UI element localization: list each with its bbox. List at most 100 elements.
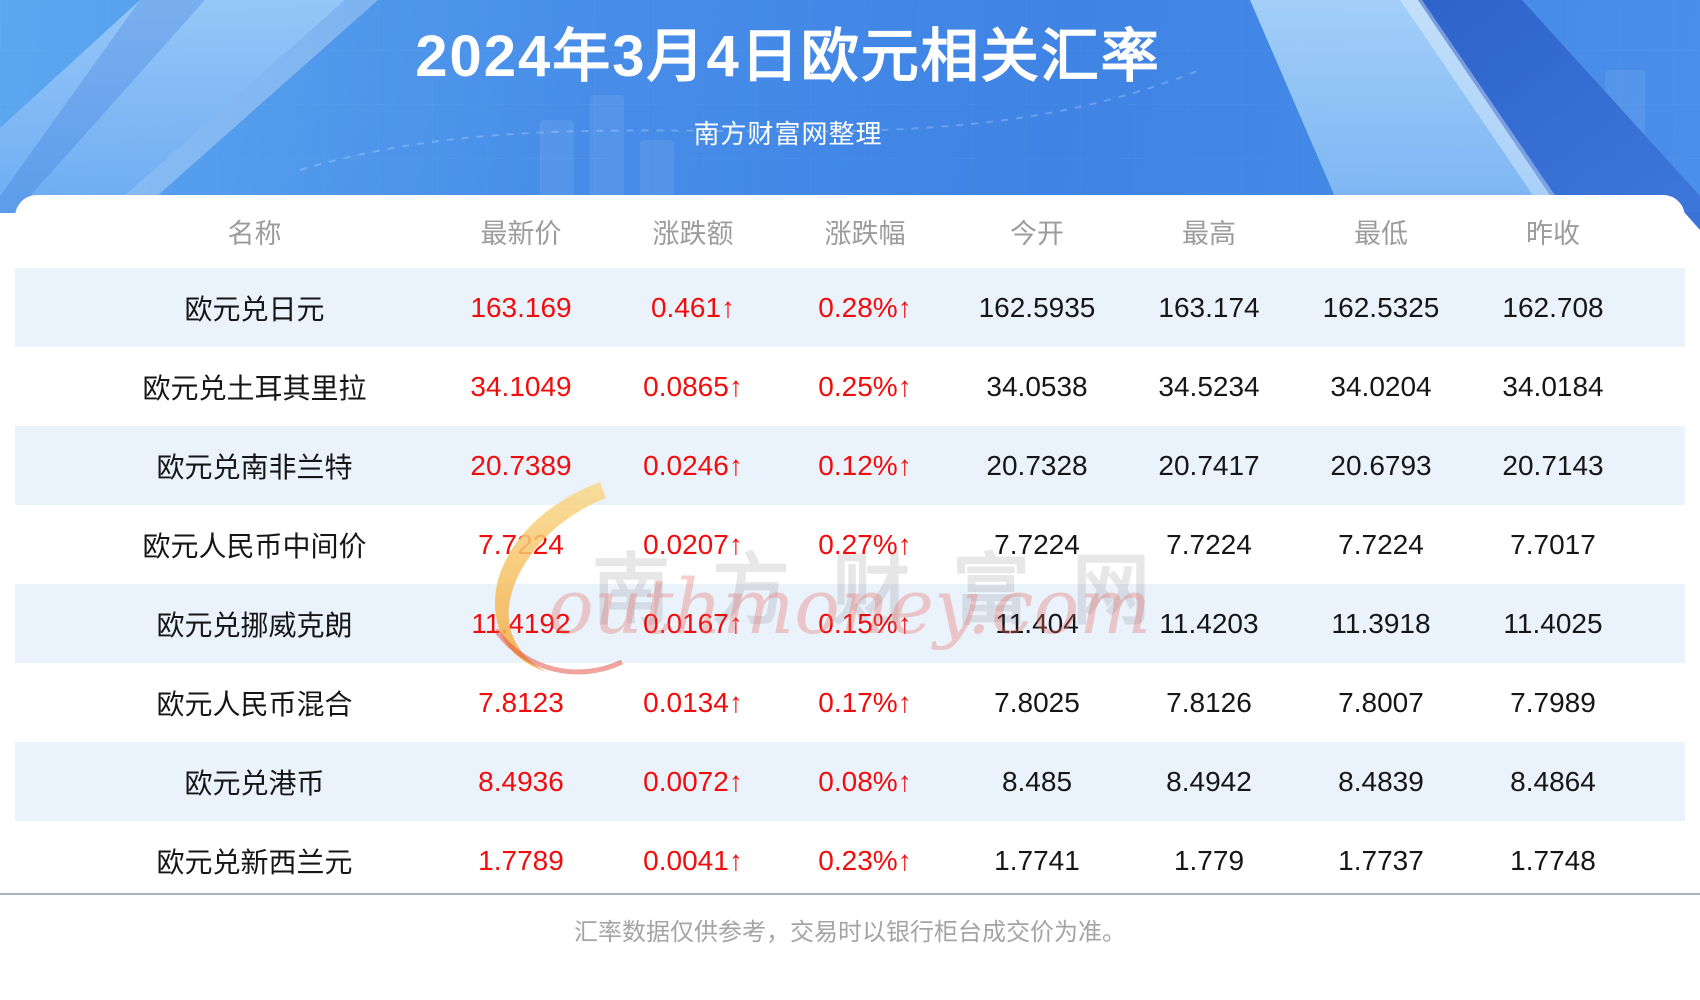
hero-decor-shapes [0, 0, 1700, 213]
cell-latest: 11.4192 [471, 607, 571, 639]
table-row: 欧元兑日元 163.169 0.461↑ 0.28%↑ 162.5935 163.174 1… [15, 268, 1685, 347]
column-header-open: 今开 [1010, 219, 1064, 249]
cell-name: 欧元人民币混合 [156, 688, 353, 720]
cell-open: 7.8025 [994, 686, 1080, 718]
cell-name: 欧元兑南非兰特 [156, 451, 353, 483]
cell-latest: 7.8123 [478, 686, 564, 718]
table-row: 欧元人民币中间价 7.7224 0.0207↑ 0.27%↑ 7.7224 7.7224 7… [15, 505, 1685, 584]
page-subtitle: 南方财富网整理 [693, 119, 883, 149]
spacer-cell [1639, 584, 1685, 663]
cell-change: 0.0246↑ [643, 449, 743, 481]
spacer-cell [1639, 347, 1685, 426]
spacer-cell [1639, 742, 1685, 821]
cell-change-pct: 0.28%↑ [818, 291, 912, 323]
column-header-change: 涨跌额 [652, 219, 734, 249]
hero-banner: 2024年3月4日欧元相关汇率 南方财富网整理 [0, 0, 1700, 213]
table-row: 欧元兑新西兰元 1.7789 0.0041↑ 0.23%↑ 1.7741 1.779 1.7… [15, 821, 1685, 900]
cell-high: 8.4942 [1166, 765, 1252, 797]
page-title: 2024年3月4日欧元相关汇率 [415, 24, 1161, 89]
cell-change: 0.0865↑ [643, 370, 743, 402]
spacer-column [1639, 195, 1685, 268]
faint-trendline-icon [299, 69, 1201, 171]
cell-name: 欧元兑土耳其里拉 [142, 372, 367, 404]
spacer-cell [1639, 663, 1685, 742]
column-header-high: 最高 [1182, 219, 1236, 249]
cell-prev-close: 11.4025 [1503, 607, 1603, 639]
cell-change: 0.0041↑ [643, 844, 743, 876]
cell-change-pct: 0.15%↑ [818, 607, 912, 639]
cell-low: 20.6793 [1330, 449, 1432, 481]
cell-name: 欧元人民币中间价 [142, 530, 367, 562]
cell-low: 34.0204 [1330, 370, 1432, 402]
cell-open: 7.7224 [994, 528, 1080, 560]
column-header-latest: 最新价 [480, 219, 562, 249]
cell-latest: 8.4936 [478, 765, 564, 797]
cell-low: 1.7737 [1338, 844, 1424, 876]
column-header-change-pct: 涨跌幅 [824, 219, 906, 249]
cell-open: 11.404 [995, 607, 1079, 639]
cell-name: 欧元兑日元 [184, 293, 325, 325]
cell-latest: 163.169 [470, 291, 572, 323]
cell-latest: 7.7224 [478, 528, 564, 560]
cell-latest: 20.7389 [470, 449, 572, 481]
spacer-cell [1639, 821, 1685, 900]
cell-open: 34.0538 [986, 370, 1088, 402]
cell-change: 0.0167↑ [643, 607, 743, 639]
column-header-name: 名称 [227, 219, 282, 249]
table-row: 欧元兑土耳其里拉 34.1049 0.0865↑ 0.25%↑ 34.0538 34.52… [15, 347, 1685, 426]
table-header-row: 名称 最新价 涨跌额 涨跌幅 今开 最高 最低 昨收 [15, 195, 1685, 268]
cell-high: 34.5234 [1158, 370, 1260, 402]
cell-name: 欧元兑港币 [184, 767, 325, 799]
table-body: 欧元兑日元 163.169 0.461↑ 0.28%↑ 162.5935 163.174 1… [15, 268, 1685, 900]
table-row: 欧元兑港币 8.4936 0.0072↑ 0.08%↑ 8.485 8.4942 8.483… [15, 742, 1685, 821]
cell-high: 11.4203 [1159, 607, 1259, 639]
cell-low: 11.3918 [1331, 607, 1431, 639]
cell-name: 欧元兑新西兰元 [156, 846, 353, 878]
rate-table-card: 名称 最新价 涨跌额 涨跌幅 今开 最高 最低 昨收 欧元兑日元 163.169 0.461↑ 0.… [15, 195, 1685, 1000]
footer-disclaimer: 汇率数据仅供参考，交易时以银行柜台成交价为准。 [574, 919, 1126, 946]
cell-open: 162.5935 [978, 291, 1096, 323]
cell-latest: 34.1049 [470, 370, 572, 402]
table-row: 欧元兑挪威克朗 11.4192 0.0167↑ 0.15%↑ 11.404 11.4203… [15, 584, 1685, 663]
cell-change-pct: 0.25%↑ [818, 370, 912, 402]
cell-change: 0.461↑ [650, 291, 736, 323]
cell-name: 欧元兑挪威克朗 [156, 609, 353, 641]
cell-low: 7.8007 [1338, 686, 1424, 718]
cell-change-pct: 0.27%↑ [818, 528, 912, 560]
footer-divider [0, 893, 1700, 895]
cell-open: 1.7741 [994, 844, 1080, 876]
cell-prev-close: 7.7017 [1510, 528, 1596, 560]
cell-change-pct: 0.12%↑ [818, 449, 912, 481]
cell-prev-close: 34.0184 [1502, 370, 1604, 402]
cell-change-pct: 0.23%↑ [818, 844, 912, 876]
cell-prev-close: 8.4864 [1510, 765, 1596, 797]
cell-high: 7.8126 [1166, 686, 1252, 718]
table-row: 欧元兑南非兰特 20.7389 0.0246↑ 0.12%↑ 20.7328 20.741… [15, 426, 1685, 505]
exchange-rate-table: 名称 最新价 涨跌额 涨跌幅 今开 最高 最低 昨收 欧元兑日元 163.169 0.461↑ 0.… [15, 195, 1685, 900]
cell-prev-close: 7.7989 [1510, 686, 1596, 718]
spacer-cell [1639, 426, 1685, 505]
cell-prev-close: 1.7748 [1510, 844, 1596, 876]
column-header-prev-close: 昨收 [1526, 219, 1580, 249]
cell-open: 20.7328 [986, 449, 1088, 481]
table-row: 欧元人民币混合 7.8123 0.0134↑ 0.17%↑ 7.8025 7.8126 7.… [15, 663, 1685, 742]
cell-change: 0.0072↑ [643, 765, 743, 797]
cell-high: 1.779 [1173, 844, 1245, 876]
hero-corner-sliver [1684, 212, 1700, 230]
cell-latest: 1.7789 [478, 844, 564, 876]
cell-change-pct: 0.08%↑ [818, 765, 912, 797]
cell-high: 20.7417 [1158, 449, 1260, 481]
cell-high: 7.7224 [1166, 528, 1252, 560]
spacer-cell [1639, 505, 1685, 584]
spacer-cell [1639, 268, 1685, 347]
cell-prev-close: 162.708 [1502, 291, 1604, 323]
cell-open: 8.485 [1001, 765, 1073, 797]
column-header-low: 最低 [1354, 219, 1408, 249]
cell-change-pct: 0.17%↑ [818, 686, 912, 718]
cell-change: 0.0207↑ [643, 528, 743, 560]
cell-low: 7.7224 [1338, 528, 1424, 560]
cell-prev-close: 20.7143 [1502, 449, 1604, 481]
cell-low: 8.4839 [1338, 765, 1424, 797]
cell-change: 0.0134↑ [643, 686, 743, 718]
cell-high: 163.174 [1158, 291, 1260, 323]
